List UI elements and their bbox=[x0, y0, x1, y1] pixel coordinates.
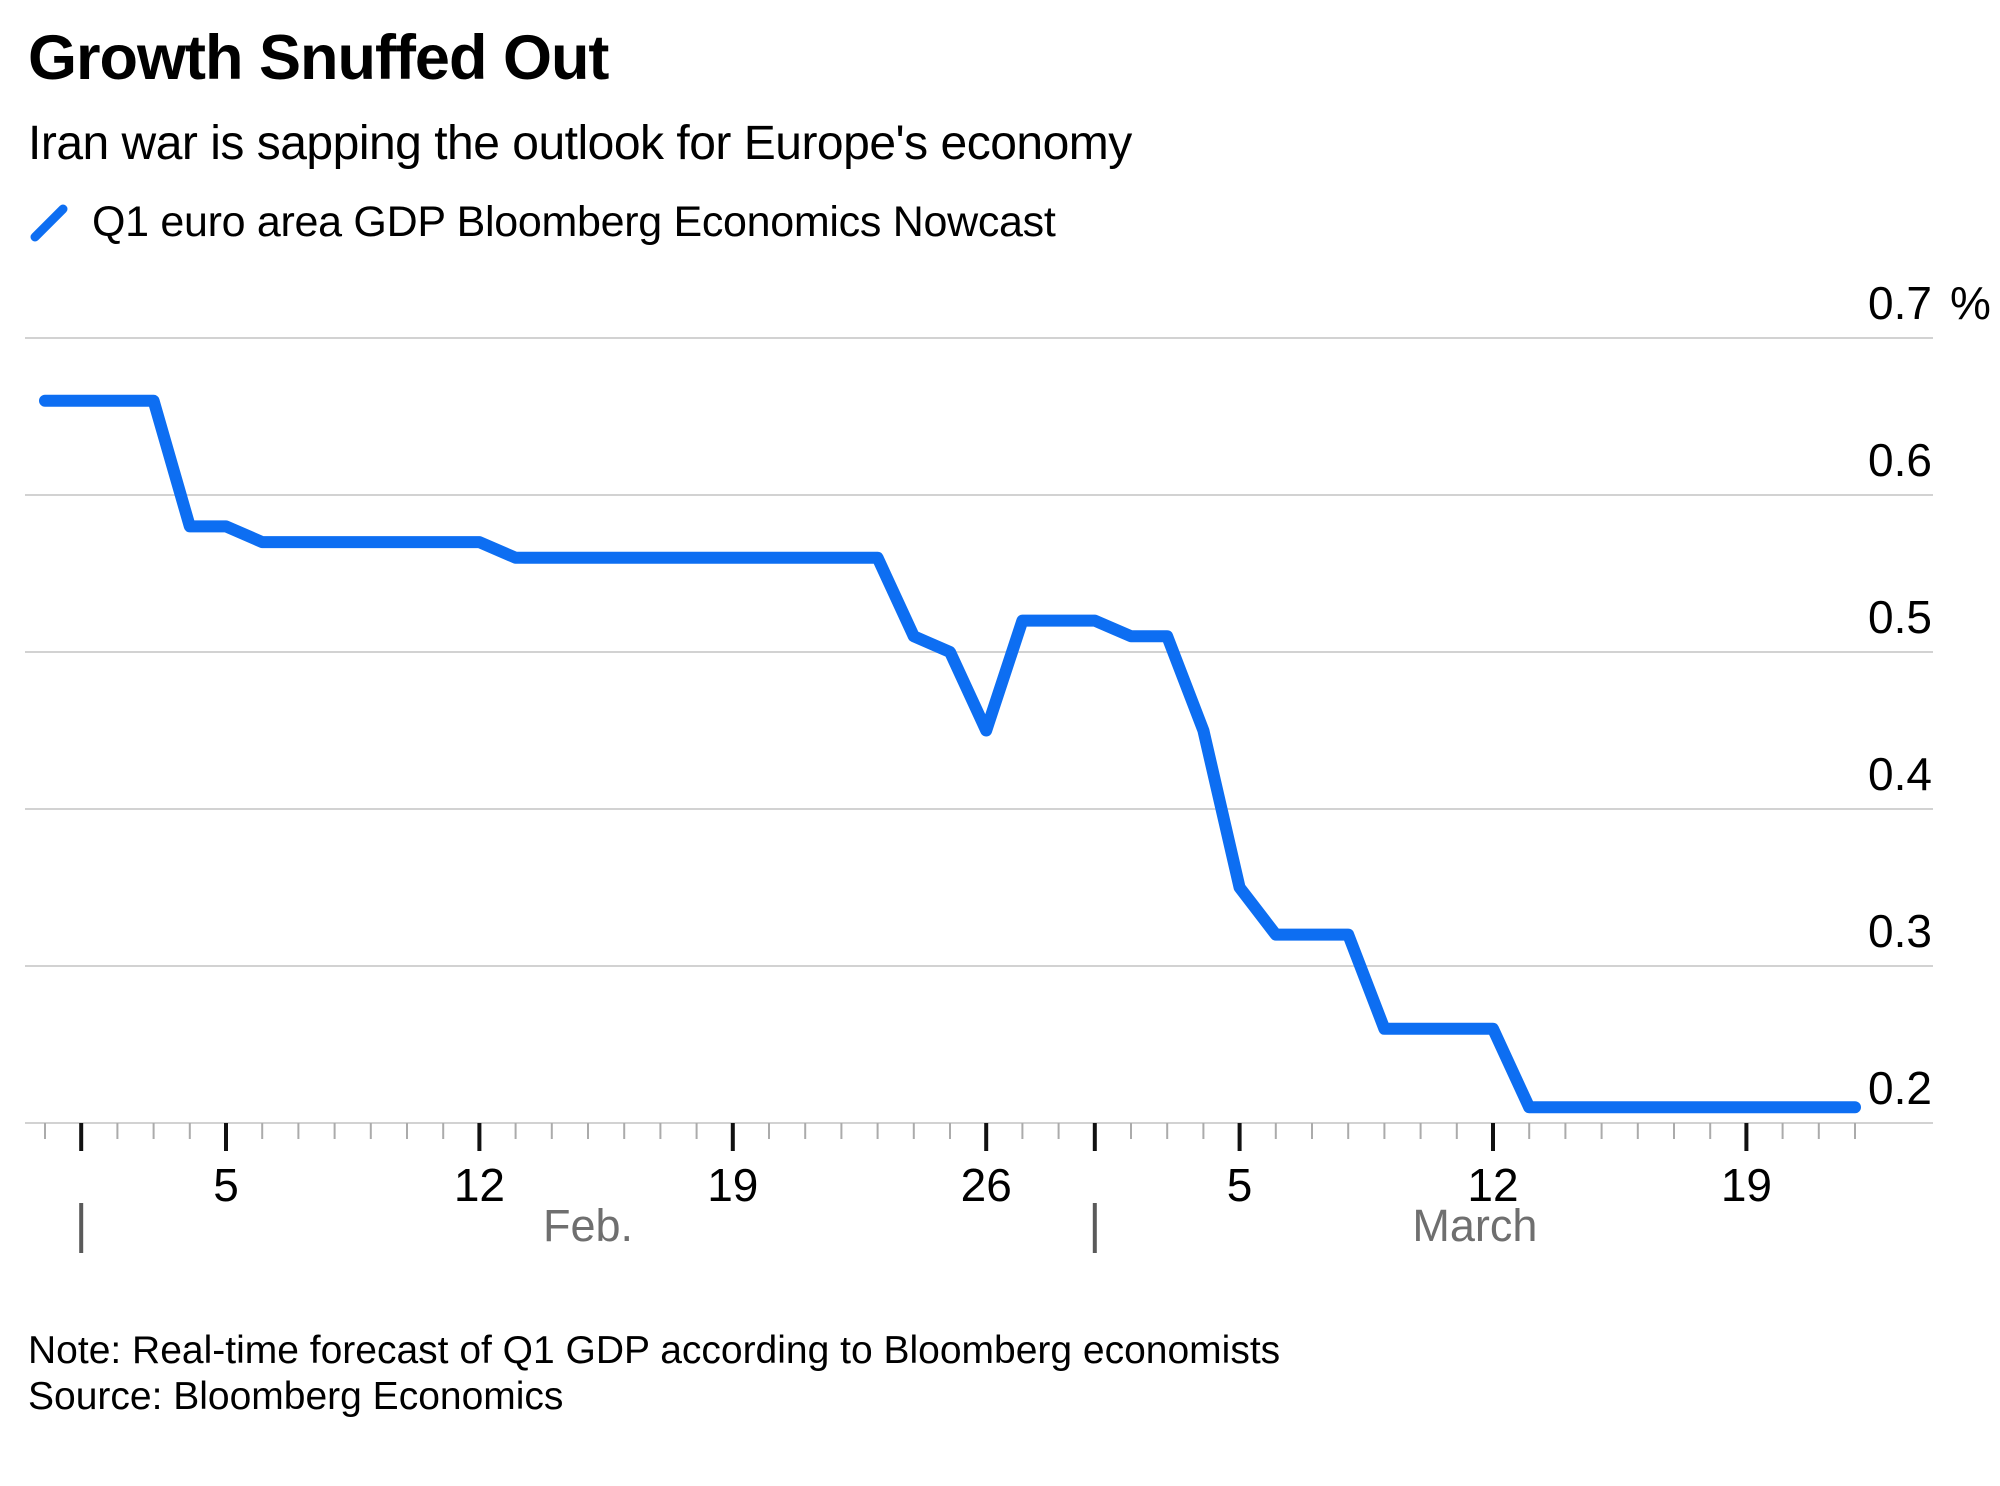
note-text: Note: Real-time forecast of Q1 GDP accor… bbox=[28, 1329, 1281, 1372]
y-axis-label: 0.6 bbox=[1868, 434, 1932, 486]
month-label: March bbox=[1412, 1200, 1537, 1251]
y-axis-label: 0.3 bbox=[1868, 905, 1932, 957]
y-axis-label: 0.4 bbox=[1868, 748, 1932, 800]
page-subtitle: Iran war is sapping the outlook for Euro… bbox=[28, 117, 1132, 170]
x-axis-label: 12 bbox=[1467, 1159, 1518, 1211]
nowcast-series-line bbox=[39, 394, 1861, 1114]
source-text: Source: Bloomberg Economics bbox=[28, 1375, 564, 1418]
y-axis-label: 0.7 bbox=[1868, 277, 1932, 329]
legend-label: Q1 euro area GDP Bloomberg Economics Now… bbox=[92, 198, 1056, 246]
x-axis-label: 19 bbox=[707, 1159, 758, 1211]
chart-footer: Note: Real-time forecast of Q1 GDP accor… bbox=[28, 1328, 1280, 1420]
legend: Q1 euro area GDP Bloomberg Economics Now… bbox=[28, 198, 1056, 247]
x-axis-label: 12 bbox=[454, 1159, 505, 1211]
y-axis-label: 0.5 bbox=[1868, 591, 1932, 643]
y-axis-label: 0.2 bbox=[1868, 1062, 1932, 1114]
legend-line-icon bbox=[30, 204, 68, 241]
x-axis-label: 26 bbox=[961, 1159, 1012, 1211]
x-axis-label: 5 bbox=[213, 1159, 239, 1211]
month-label: Feb. bbox=[543, 1200, 633, 1251]
x-axis-label: 19 bbox=[1721, 1159, 1772, 1211]
x-axis-label: 5 bbox=[1227, 1159, 1253, 1211]
y-axis-unit: % bbox=[1950, 277, 1991, 329]
page-title: Growth Snuffed Out bbox=[28, 23, 609, 93]
